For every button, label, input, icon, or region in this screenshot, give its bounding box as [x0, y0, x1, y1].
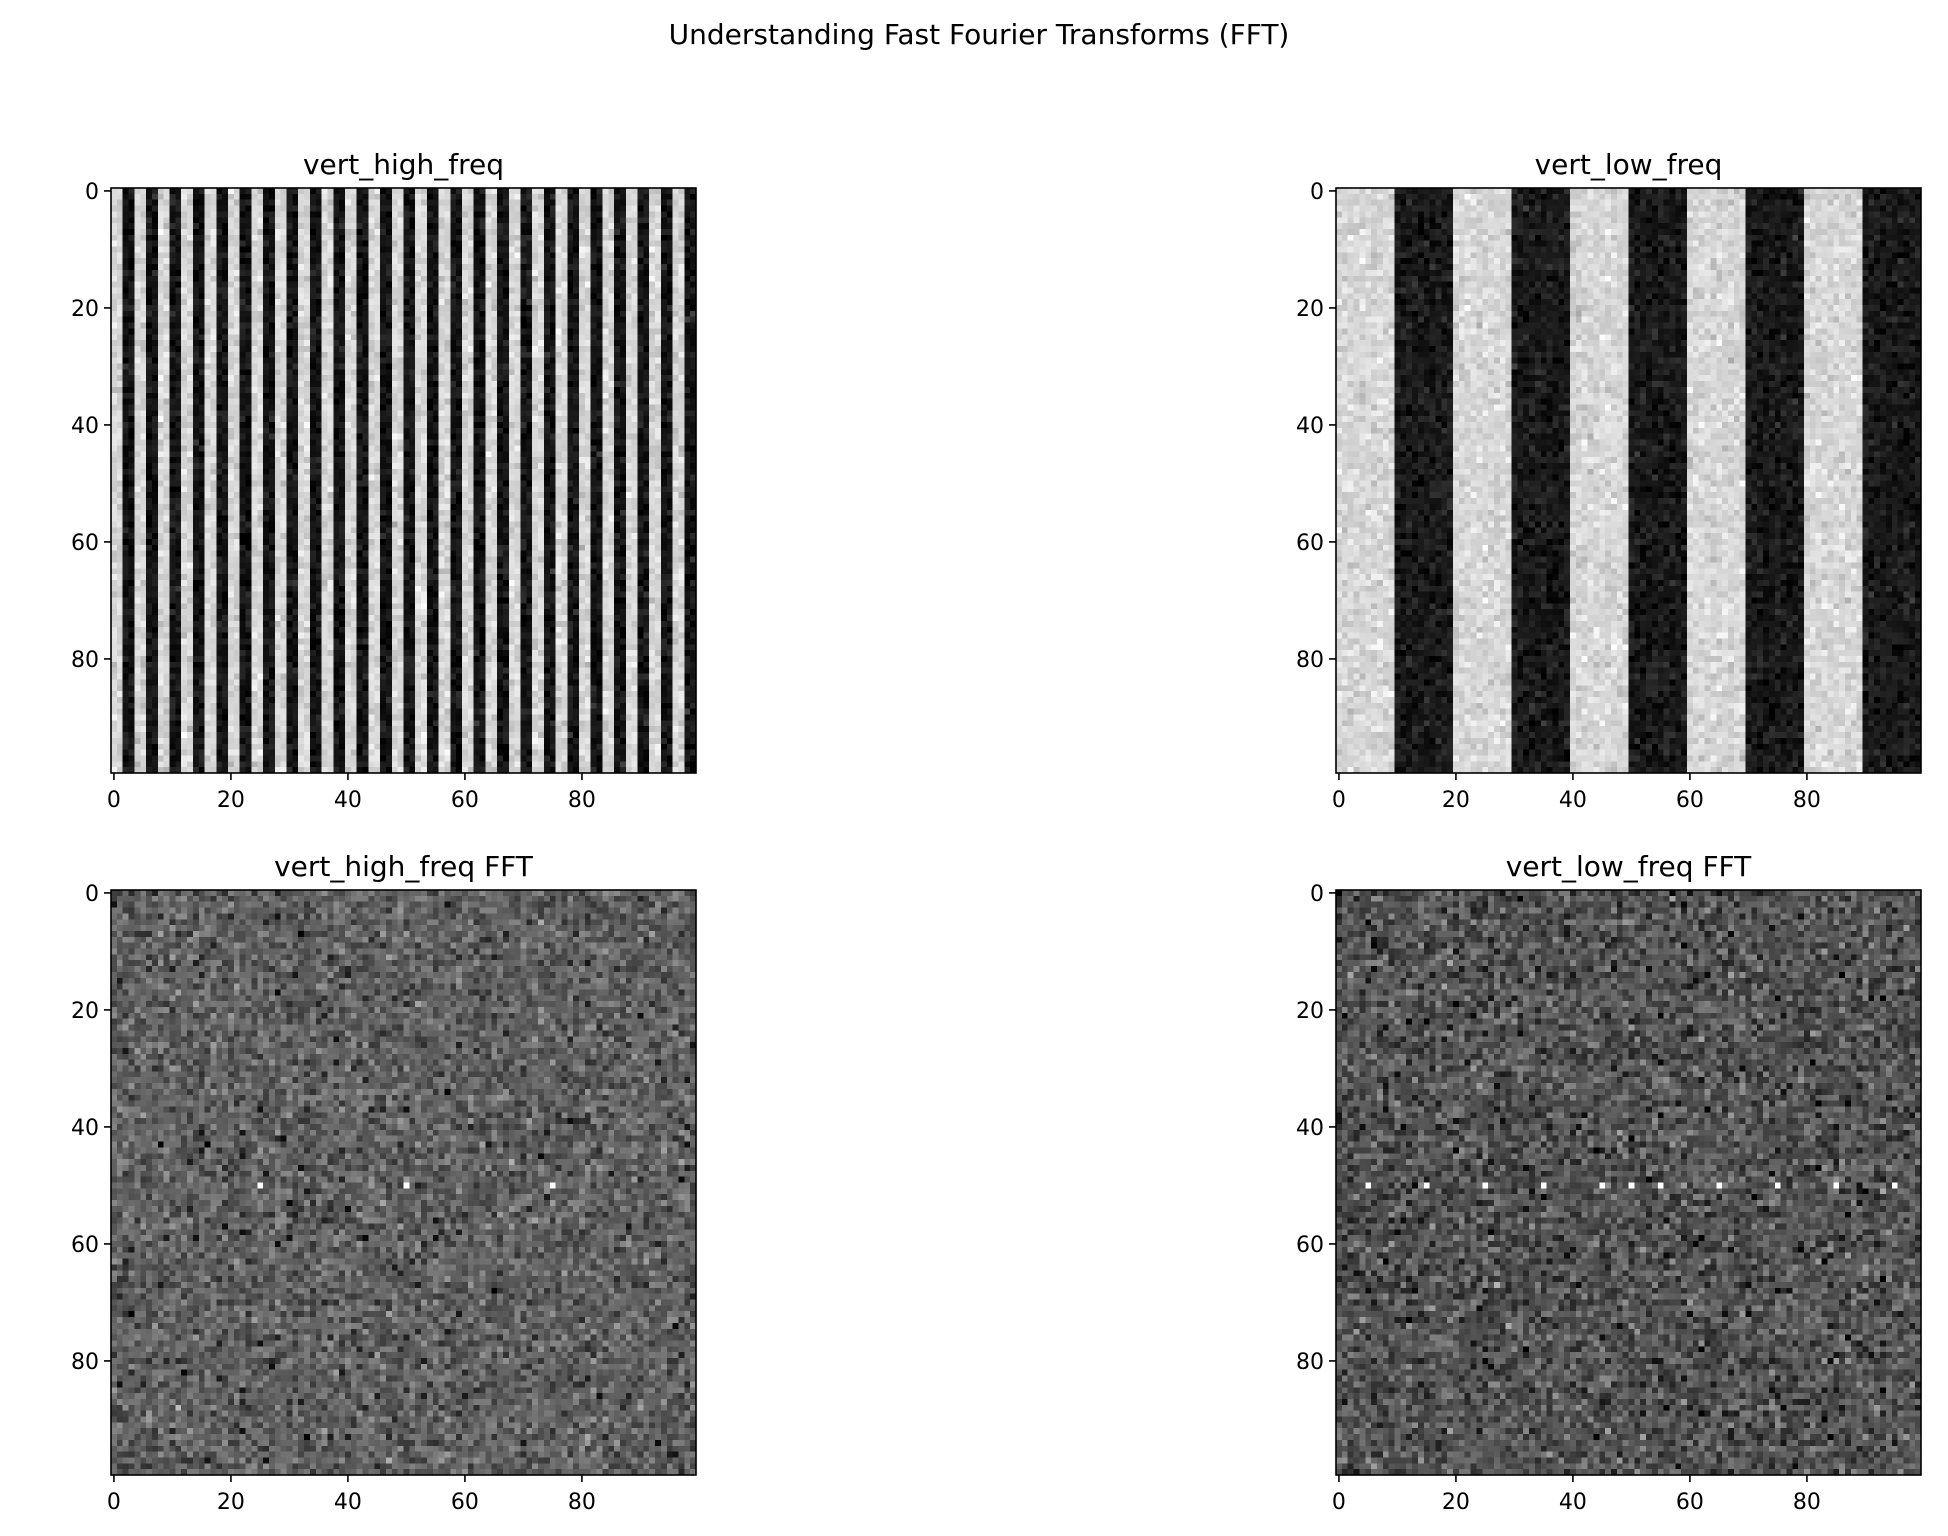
- vert-low-freq-ytick-label: 40: [1296, 414, 1324, 439]
- vert-low-freq-ytick-label: 80: [1296, 648, 1324, 673]
- vert-high-freq-ytick-label: 80: [71, 648, 99, 673]
- vert-low-freq-xtick-label: 20: [1442, 788, 1470, 813]
- vert-high-freq-fft-frame: [110, 889, 697, 1476]
- vert-high-freq-fft-xtick-label: 0: [107, 1490, 121, 1515]
- vert-high-freq-fft-image: [111, 890, 696, 1475]
- vert-high-freq-ytick-label: 0: [85, 180, 99, 205]
- vert-high-freq-fft-ytick-label: 20: [71, 999, 99, 1024]
- vert-high-freq-fft-xtick-label: 20: [217, 1490, 245, 1515]
- vert-high-freq-fft-ytick-label: 60: [71, 1233, 99, 1258]
- vert-low-freq-fft-ytick-label: 0: [1310, 882, 1324, 907]
- vert-high-freq-ytick-label: 60: [71, 531, 99, 556]
- vert-low-freq-fft-xtick-label: 0: [1332, 1490, 1346, 1515]
- vert-low-freq-fft-xtick-label: 20: [1442, 1490, 1470, 1515]
- vert-high-freq-xtick-label: 40: [334, 788, 362, 813]
- vert-high-freq-xtick-label: 60: [451, 788, 479, 813]
- vert-low-freq-xtick-label: 40: [1559, 788, 1587, 813]
- vert-high-freq-fft-ytick-label: 80: [71, 1350, 99, 1375]
- vert-high-freq-fft-xtick-label: 40: [334, 1490, 362, 1515]
- vert-high-freq-fft-ytick-label: 40: [71, 1116, 99, 1141]
- figure-title: Understanding Fast Fourier Transforms (F…: [669, 18, 1290, 51]
- vert-low-freq-fft-image: [1336, 890, 1921, 1475]
- vert-low-freq-ytick-label: 0: [1310, 180, 1324, 205]
- vert-low-freq-fft-xtick-label: 60: [1676, 1490, 1704, 1515]
- vert-low-freq-fft-title: vert_low_freq FFT: [1506, 850, 1752, 883]
- vert-high-freq-fft-xtick-label: 80: [568, 1490, 596, 1515]
- vert-low-freq-xtick-label: 60: [1676, 788, 1704, 813]
- vert-low-freq-fft-ytick-label: 80: [1296, 1350, 1324, 1375]
- vert-low-freq-fft-frame: [1335, 889, 1922, 1476]
- vert-high-freq-fft-panel: vert_high_freq FFT 0 20 40 60 80 0 20 40 60 80: [71, 850, 697, 1515]
- vert-high-freq-image: [111, 188, 696, 773]
- vert-low-freq-fft-panel: vert_low_freq FFT 0 20 40 60 80 0 20 40 60 80: [1296, 850, 1922, 1515]
- vert-low-freq-fft-xtick-label: 40: [1559, 1490, 1587, 1515]
- vert-low-freq-xtick-label: 80: [1793, 788, 1821, 813]
- vert-low-freq-fft-ytick-label: 20: [1296, 999, 1324, 1024]
- vert-low-freq-frame: [1335, 187, 1922, 774]
- vert-high-freq-ytick-label: 40: [71, 414, 99, 439]
- vert-high-freq-fft-ytick-label: 0: [85, 882, 99, 907]
- vert-low-freq-fft-xtick-label: 80: [1793, 1490, 1821, 1515]
- vert-low-freq-xtick-label: 0: [1332, 788, 1346, 813]
- vert-high-freq-fft-title: vert_high_freq FFT: [274, 850, 534, 883]
- vert-high-freq-xtick-label: 0: [107, 788, 121, 813]
- vert-high-freq-xtick-label: 20: [217, 788, 245, 813]
- vert-high-freq-frame: [110, 187, 697, 774]
- vert-high-freq-ytick-label: 20: [71, 297, 99, 322]
- vert-low-freq-panel: vert_low_freq 0 20 40 60 80 0 20 40 60 80: [1296, 148, 1922, 813]
- vert-high-freq-fft-xtick-label: 60: [451, 1490, 479, 1515]
- vert-low-freq-fft-ytick-label: 40: [1296, 1116, 1324, 1141]
- vert-low-freq-ytick-label: 60: [1296, 531, 1324, 556]
- vert-low-freq-title: vert_low_freq: [1535, 148, 1723, 181]
- vert-high-freq-title: vert_high_freq: [303, 148, 504, 181]
- vert-low-freq-fft-ytick-label: 60: [1296, 1233, 1324, 1258]
- vert-high-freq-xtick-label: 80: [568, 788, 596, 813]
- vert-low-freq-ytick-label: 20: [1296, 297, 1324, 322]
- vert-low-freq-image: [1336, 188, 1921, 773]
- vert-high-freq-panel: vert_high_freq 0 20 40 60 80 0 20 40 60 80: [71, 148, 697, 813]
